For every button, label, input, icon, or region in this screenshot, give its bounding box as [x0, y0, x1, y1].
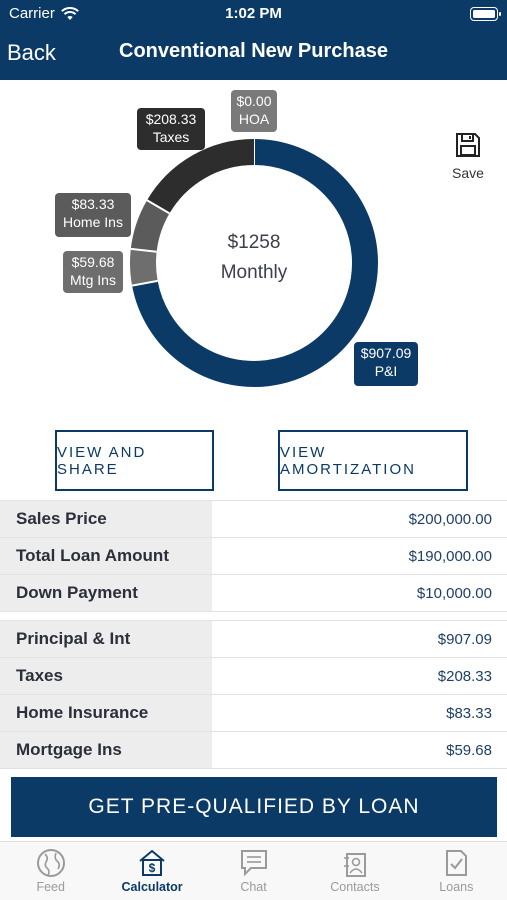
segment-label-mtg-ins: $59.68 Mtg Ins [63, 251, 123, 293]
donut-segment-mtg-ins [130, 248, 158, 286]
segment-name: P&I [374, 363, 398, 379]
status-time: 1:02 PM [225, 5, 282, 22]
segment-name: Home Ins [63, 214, 123, 230]
back-button[interactable]: Back [7, 40, 56, 65]
get-pre-qualified-button[interactable]: GET PRE-QUALIFIED BY LOAN [11, 777, 497, 837]
segment-label-taxes: $208.33 Taxes [137, 108, 205, 150]
carrier-label: Carrier [9, 5, 55, 22]
tab-contacts[interactable]: Contacts [304, 842, 405, 900]
status-bar: Carrier 1:02 PM [0, 0, 507, 28]
donut-segment-home-ins [130, 200, 170, 253]
segment-label-hoa: $0.00 HOA [231, 90, 277, 132]
segment-amount: $59.68 [71, 254, 115, 270]
tab-feed[interactable]: Feed [0, 842, 101, 900]
tab-label: Contacts [330, 880, 380, 894]
row-label: Sales Price [0, 501, 212, 537]
row-value: $200,000.00 [408, 510, 492, 528]
table-row: Total Loan Amount $190,000.00 [0, 538, 507, 575]
document-check-icon [446, 850, 468, 876]
tab-label: Loans [439, 880, 474, 894]
row-value: $10,000.00 [416, 584, 492, 602]
segment-amount: $907.09 [360, 345, 412, 361]
payment-summary: $1258 Monthly $208.33 Taxes $0.00 HOA $8… [0, 80, 507, 420]
page-title: Conventional New Purchase [119, 40, 388, 62]
save-button[interactable]: Save [449, 132, 487, 181]
table-row: Down Payment $10,000.00 [0, 575, 507, 612]
loan-details-table: Sales Price $200,000.00 Total Loan Amoun… [0, 500, 507, 612]
row-label: Home Insurance [0, 695, 212, 731]
contacts-icon [343, 853, 366, 877]
wifi-icon [60, 6, 79, 20]
tab-label: Chat [240, 880, 267, 894]
table-row: Principal & Int $907.09 [0, 621, 507, 658]
row-label: Mortgage Ins [0, 732, 212, 768]
row-value: $208.33 [437, 667, 492, 685]
tab-label: Calculator [121, 880, 183, 894]
segment-name: Taxes [152, 129, 190, 145]
svg-text:$: $ [149, 861, 156, 875]
table-row: Mortgage Ins $59.68 [0, 732, 507, 769]
top-bar: Carrier 1:02 PM Back Conventional New Pu… [0, 0, 507, 80]
tab-calculator[interactable]: $ Calculator [101, 842, 202, 900]
view-and-share-button[interactable]: VIEW AND SHARE [55, 430, 214, 491]
row-label: Total Loan Amount [0, 538, 212, 574]
globe-icon [36, 849, 65, 877]
row-label: Taxes [0, 658, 212, 694]
segment-amount: $0.00 [236, 93, 272, 109]
chat-bubble-icon [240, 850, 267, 877]
table-row: Home Insurance $83.33 [0, 695, 507, 732]
payment-breakdown-table: Principal & Int $907.09 Taxes $208.33 Ho… [0, 620, 507, 769]
row-label: Down Payment [0, 575, 212, 611]
table-row: Taxes $208.33 [0, 658, 507, 695]
nav-row: Back Conventional New Purchase [0, 36, 507, 72]
floppy-disk-icon [456, 133, 480, 157]
donut-separator [131, 279, 158, 287]
segment-label-home-ins: $83.33 Home Ins [55, 193, 131, 237]
tab-loans[interactable]: Loans [406, 842, 507, 900]
carrier-indicator: Carrier [9, 5, 79, 22]
row-value: $83.33 [446, 704, 492, 722]
calculator-dollar-icon: $ [139, 849, 165, 876]
monthly-label: Monthly [220, 262, 288, 283]
row-label: Principal & Int [0, 621, 212, 657]
tab-chat[interactable]: Chat [203, 842, 304, 900]
segment-amount: $83.33 [71, 196, 115, 212]
battery-icon [470, 7, 501, 21]
donut-separator [130, 247, 157, 253]
donut-separator [146, 199, 170, 215]
row-value: $907.09 [437, 630, 492, 648]
save-label: Save [452, 165, 484, 181]
donut-segment-p-i [132, 139, 378, 387]
donut-segment-taxes [147, 139, 255, 214]
payment-donut-chart [130, 139, 378, 387]
segment-name: HOA [238, 111, 270, 127]
table-row: Sales Price $200,000.00 [0, 501, 507, 538]
row-value: $59.68 [446, 741, 492, 759]
tab-bar: Feed $ Calculator Chat Contacts [0, 841, 507, 900]
segment-name: Mtg Ins [70, 272, 116, 288]
tab-label: Feed [36, 880, 65, 894]
monthly-total: $1258 [227, 232, 281, 253]
view-amortization-button[interactable]: VIEW AMORTIZATION [278, 430, 468, 491]
row-value: $190,000.00 [408, 547, 492, 565]
segment-amount: $208.33 [145, 111, 197, 127]
segment-label-pi: $907.09 P&I [354, 342, 418, 386]
